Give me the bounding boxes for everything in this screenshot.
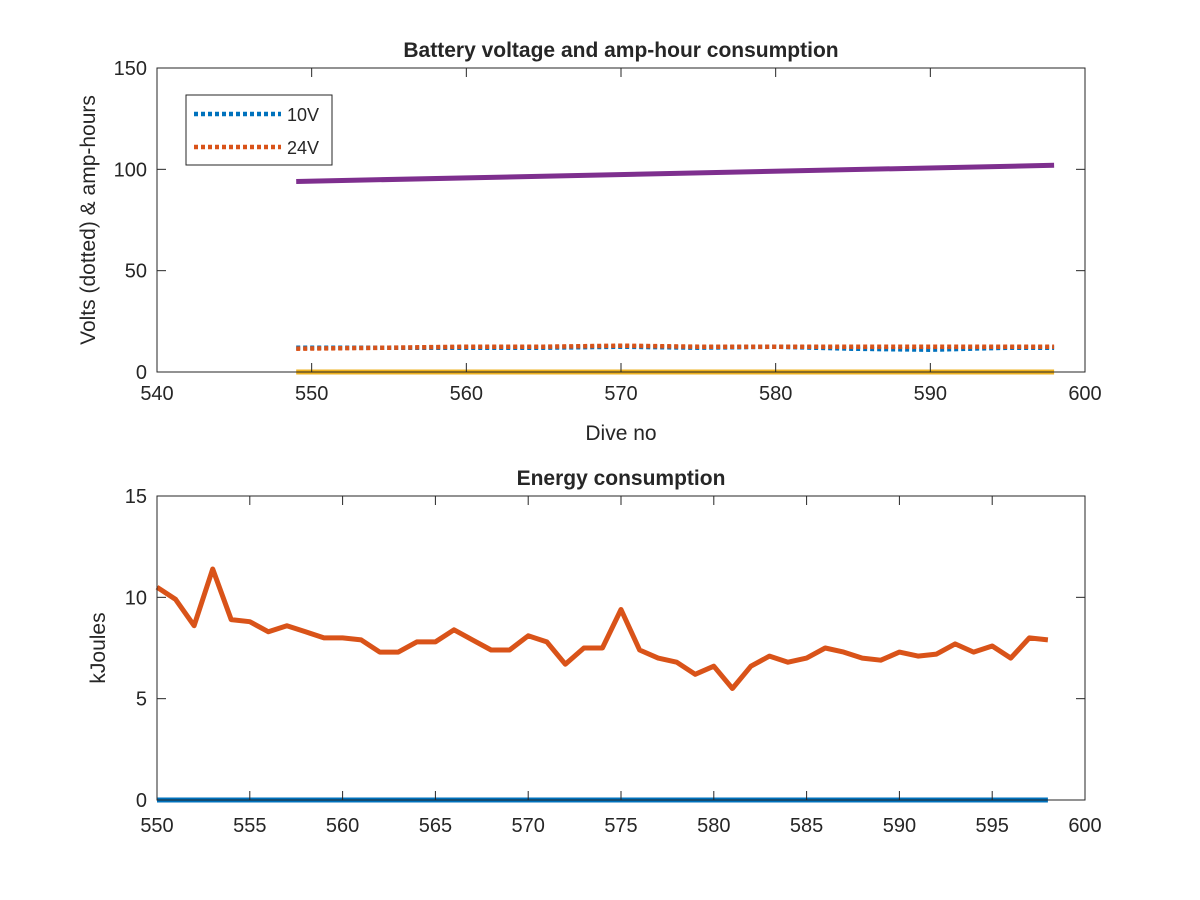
legend: 10V 24V bbox=[185, 94, 333, 166]
x-tick-label: 590 bbox=[914, 383, 947, 405]
x-tick-label: 555 bbox=[233, 815, 266, 837]
x-tick-label: 600 bbox=[1068, 815, 1101, 837]
x-tick-label: 600 bbox=[1068, 383, 1101, 405]
y-axis-label: kJoules bbox=[87, 612, 110, 683]
series-line-3 bbox=[296, 162, 1055, 184]
x-tick-label: 560 bbox=[450, 383, 483, 405]
x-tick-label: 575 bbox=[604, 815, 637, 837]
x-tick-label: 580 bbox=[759, 383, 792, 405]
x-tick-label: 595 bbox=[976, 815, 1009, 837]
y-tick-label: 50 bbox=[125, 261, 147, 283]
legend-box bbox=[185, 94, 333, 166]
y-tick-label: 10 bbox=[125, 587, 147, 609]
y-tick-label: 100 bbox=[114, 159, 147, 181]
bottom-axes-energy-consumption: 550 555 560 565 570 575 580 585 590 595 600 0 5 10 15 E… bbox=[87, 467, 1102, 837]
x-tick-label: 540 bbox=[140, 383, 173, 405]
x-tick-label: 550 bbox=[295, 383, 328, 405]
x-tick-label: 580 bbox=[697, 815, 730, 837]
y-tick-label: 0 bbox=[136, 790, 147, 812]
x-tick-label: 550 bbox=[140, 815, 173, 837]
series-line-0 bbox=[155, 566, 1049, 691]
legend-label-24v: 24V bbox=[287, 138, 319, 158]
x-tick-label: 560 bbox=[326, 815, 359, 837]
y-tick-label: 150 bbox=[114, 58, 147, 80]
y-axis-label: Volts (dotted) & amp-hours bbox=[77, 95, 100, 345]
x-tick-label: 570 bbox=[604, 383, 637, 405]
x-axis-label: Dive no bbox=[585, 422, 656, 445]
x-tick-label: 565 bbox=[419, 815, 452, 837]
series-line-24v bbox=[296, 343, 1055, 351]
x-tick-label: 585 bbox=[790, 815, 823, 837]
y-tick-label: 5 bbox=[136, 689, 147, 711]
x-tick-label: 570 bbox=[512, 815, 545, 837]
legend-label-10v: 10V bbox=[287, 105, 319, 125]
y-tick-label: 0 bbox=[136, 362, 147, 384]
y-tick-label: 15 bbox=[125, 486, 147, 508]
chart-title: Battery voltage and amp-hour consumption bbox=[403, 39, 838, 62]
top-axes-battery-voltage: 540 550 560 570 580 590 600 0 50 100 150 Battery vo… bbox=[77, 39, 1102, 445]
chart-title: Energy consumption bbox=[517, 467, 726, 490]
x-tick-label: 590 bbox=[883, 815, 916, 837]
